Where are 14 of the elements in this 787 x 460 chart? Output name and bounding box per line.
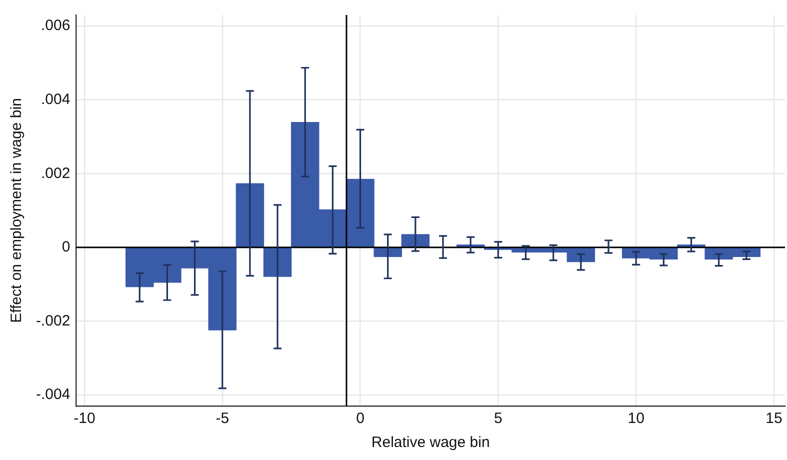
x-tick-label: 5 [494,410,502,428]
x-tick-label: -10 [74,410,96,428]
y-tick-label: 0 [62,238,70,256]
y-tick-label: .006 [40,17,70,34]
x-tick-label: 0 [356,410,364,428]
y-tick-label: .004 [40,90,70,108]
y-tick-label: .002 [40,164,70,182]
x-tick-label: 15 [766,410,782,428]
y-axis-title: Effect on employment in wage bin [8,98,26,323]
x-tick-label: -5 [216,410,230,428]
x-axis-title: Relative wage bin [371,434,490,452]
y-tick-label: -.002 [36,312,70,330]
y-tick-label: -.004 [36,386,70,404]
x-tick-label: 10 [628,410,644,428]
